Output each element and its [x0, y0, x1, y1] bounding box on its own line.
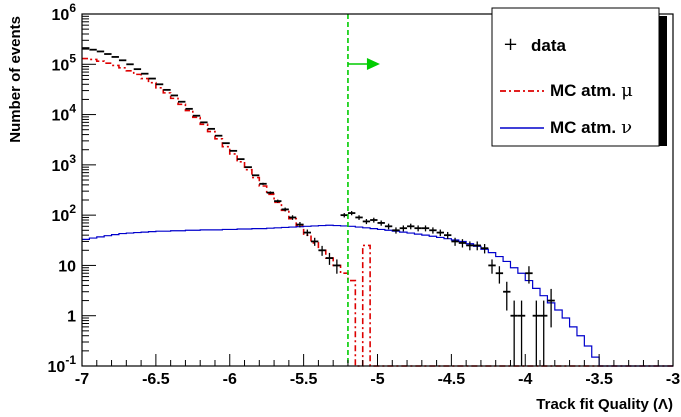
x-tick-label-0: -7 [75, 371, 89, 388]
y-tick-label-3: 102 [52, 202, 77, 225]
x-tick-label-3: -5.5 [290, 371, 318, 388]
y-tick-label-1: 1 [67, 309, 76, 326]
data-point [288, 215, 297, 220]
data-point [266, 191, 275, 195]
data-point [384, 223, 393, 230]
data-point [532, 300, 541, 366]
data-point [377, 220, 385, 226]
data-point [325, 252, 334, 265]
data-point [347, 211, 356, 216]
y-tick-label-6: 105 [52, 51, 77, 74]
x-tick-label-8: -3 [666, 371, 680, 388]
data-point [525, 266, 533, 284]
data-point [414, 225, 422, 232]
data-point [318, 245, 326, 256]
cut-arrow-head [366, 58, 380, 70]
data-point [296, 221, 304, 228]
data-point [281, 207, 289, 212]
data-point [370, 217, 378, 223]
data-point [495, 266, 504, 284]
data-point [466, 241, 474, 251]
data-point [274, 199, 282, 203]
data-point [333, 259, 341, 274]
x-tick-label-5: -4.5 [438, 371, 466, 388]
x-axis: -7 -6.5 -6 -5.5 -5 -4.5 -4 -3.5 -3 [75, 354, 680, 388]
data-point [429, 227, 437, 234]
y-tick-label-7: 106 [52, 1, 77, 24]
data-point [488, 259, 496, 274]
data-point [407, 223, 415, 230]
y-axis-title: Number of events [7, 16, 24, 143]
data-point [311, 237, 319, 246]
legend: + data MC atm. μ MC atm. ν [491, 7, 667, 147]
mc-atm-mu-line [82, 57, 673, 367]
x-tick-label-1: -6.5 [142, 371, 170, 388]
data-point [458, 239, 467, 248]
x-axis-title: Track fit Quality (Λ) [536, 396, 673, 413]
data-series [82, 47, 555, 366]
mc-atm-nu-line [82, 224, 673, 367]
legend-data-label: data [531, 36, 567, 55]
data-point [451, 237, 459, 246]
data-point [355, 215, 363, 220]
data-point [547, 288, 555, 328]
data-point [421, 225, 430, 232]
cut-line [347, 14, 380, 366]
legend-mc-nu-label: MC atm. ν [550, 117, 632, 138]
data-point [362, 219, 371, 225]
legend-mc-mu-label: MC atm. μ [550, 80, 633, 101]
data-point [399, 225, 408, 232]
data-point [540, 300, 548, 366]
data-point [340, 213, 348, 218]
data-point [510, 300, 518, 366]
x-tick-label-7: -3.5 [585, 371, 613, 388]
data-point [517, 300, 526, 366]
data-point [392, 227, 400, 234]
data-point [259, 182, 267, 185]
y-tick-label-5: 104 [52, 102, 77, 125]
mc-atm-nu-series [82, 224, 673, 367]
mc-atm-mu-series [82, 57, 673, 367]
y-tick-label-4: 103 [52, 152, 77, 175]
data-point [303, 229, 312, 237]
data-point [480, 243, 489, 254]
legend-data-symbol: + [503, 34, 518, 55]
y-tick-label-2: 10 [58, 258, 76, 275]
x-tick-label-6: -4 [518, 371, 532, 388]
data-point [503, 281, 511, 311]
x-tick-label-2: -6 [223, 371, 237, 388]
y-tick-label-0: 10-1 [48, 353, 77, 376]
data-point [436, 229, 444, 237]
y-axis: 10-1 1 10 102 103 104 105 106 [48, 1, 96, 376]
data-point [443, 231, 452, 239]
data-point [473, 241, 481, 251]
x-tick-label-4: -5 [370, 371, 384, 388]
